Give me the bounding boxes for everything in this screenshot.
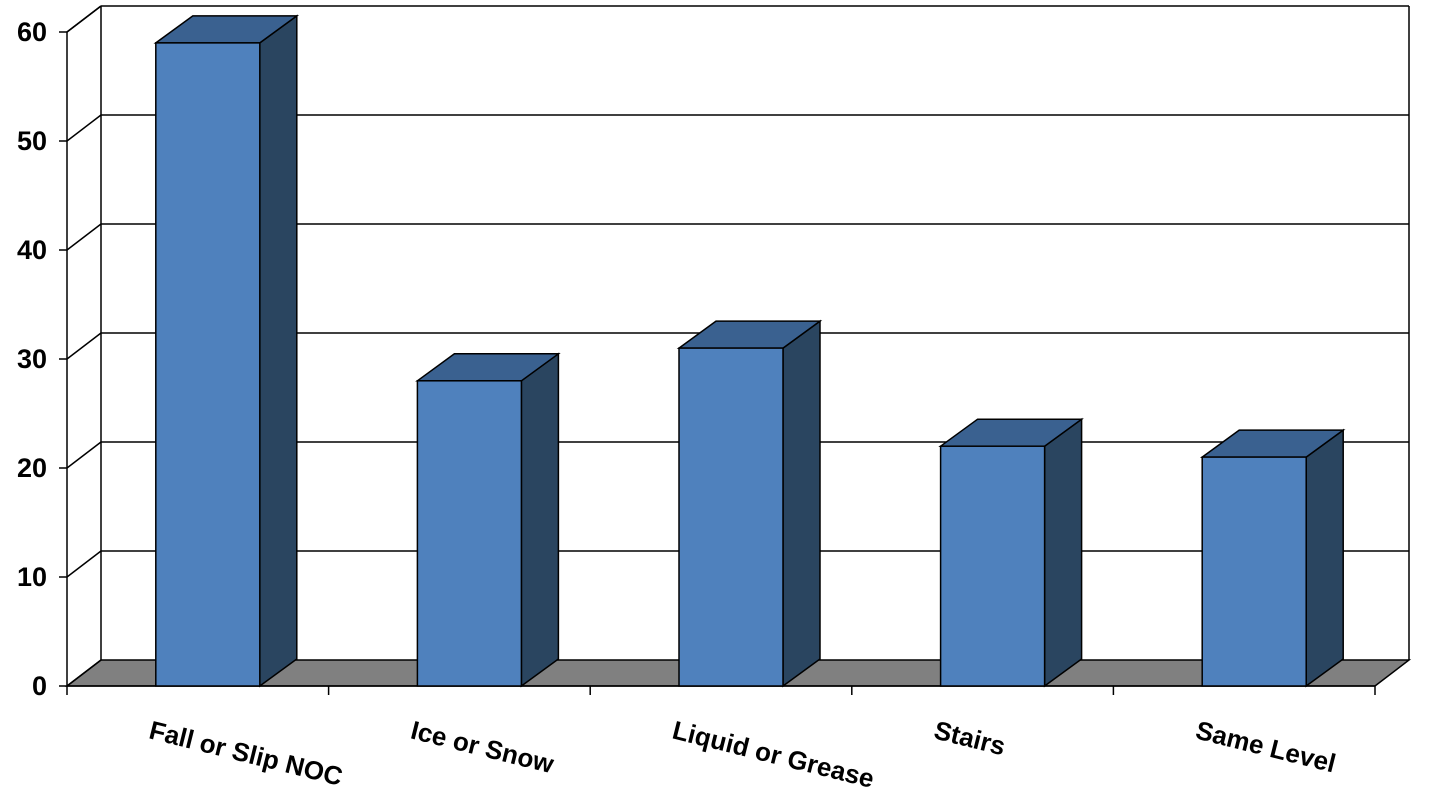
bar-side	[1043, 417, 1083, 688]
y-tick-label: 50	[17, 126, 47, 156]
bar	[676, 319, 823, 688]
side-wall-line	[66, 550, 102, 578]
side-wall-line	[66, 114, 102, 142]
bar-side	[520, 352, 560, 688]
bar-side	[782, 319, 821, 688]
bars	[153, 14, 1346, 688]
bar	[415, 352, 561, 688]
y-tick-label: 20	[17, 453, 47, 483]
side-wall-line	[66, 332, 102, 360]
gridlines	[66, 5, 1410, 687]
bar-side	[1305, 428, 1344, 688]
y-tick-label: 40	[17, 235, 47, 265]
bar	[938, 417, 1084, 688]
x-tick-label: Stairs	[931, 715, 1008, 762]
y-tick-labels: 0 10 20 30 40 50 60	[17, 17, 47, 701]
side-wall-line	[66, 659, 102, 687]
x-tick-labels: Fall or Slip NOC Ice or Snow Liquid or Gre…	[146, 715, 1339, 794]
side-wall-top-edge	[66, 5, 102, 33]
bar	[1199, 428, 1346, 688]
bar-front	[939, 445, 1046, 687]
y-tick-label: 60	[17, 17, 47, 47]
x-tick-label: Fall or Slip NOC	[146, 715, 346, 792]
x-tick-label: Same Level	[1193, 715, 1339, 779]
bar-front	[416, 380, 523, 687]
y-tick-label: 0	[32, 671, 47, 701]
bar-front	[155, 42, 261, 687]
y-tick-label: 10	[17, 562, 47, 592]
bar-front	[678, 347, 784, 687]
bar	[153, 14, 300, 688]
side-wall-line	[66, 223, 102, 251]
y-tick-label: 30	[17, 344, 47, 374]
side-wall-line	[66, 441, 102, 469]
bar-side	[259, 14, 298, 688]
x-tick-label: Ice or Snow	[408, 715, 558, 780]
x-tick-label: Liquid or Grease	[670, 715, 878, 794]
bar-front	[1201, 456, 1307, 687]
